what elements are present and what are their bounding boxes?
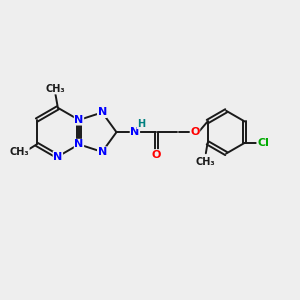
Text: H: H xyxy=(137,119,145,129)
Text: N: N xyxy=(74,140,84,149)
Text: N: N xyxy=(98,107,107,117)
Text: N: N xyxy=(130,127,140,137)
Text: Cl: Cl xyxy=(257,138,269,148)
Text: O: O xyxy=(152,150,161,160)
Text: N: N xyxy=(98,147,107,157)
Text: CH₃: CH₃ xyxy=(195,157,215,167)
Text: O: O xyxy=(190,127,200,137)
Text: CH₃: CH₃ xyxy=(10,147,29,158)
Text: N: N xyxy=(74,115,84,125)
Text: N: N xyxy=(53,152,62,161)
Text: CH₃: CH₃ xyxy=(46,84,65,94)
